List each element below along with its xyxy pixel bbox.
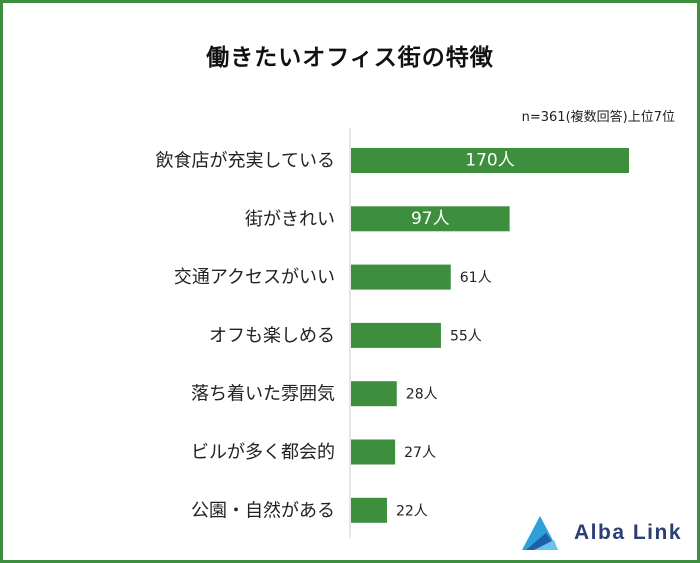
value-label: 55人 [450,328,482,344]
category-label: 街がきれい [245,209,335,230]
value-label: 97人 [411,209,450,229]
bar [351,381,397,407]
category-label: 落ち着いた雰囲気 [191,384,335,405]
category-label: 交通アクセスがいい [174,267,335,288]
bar [351,497,387,523]
alba-link-wordmark: Alba Link [574,521,683,544]
category-label: 公園・自然がある [191,500,335,521]
bar [351,148,629,173]
value-label: 61人 [460,270,492,286]
value-label: 170人 [465,151,514,171]
alba-link-logo-icon [522,516,558,550]
category-label: 飲食店が充実している [156,151,335,172]
category-label: ビルが多く都会的 [191,442,335,463]
bar [351,439,396,465]
value-label: 28人 [406,387,438,403]
category-label: オフも楽しめる [209,325,335,346]
bar [351,264,451,290]
chart-title: 働きたいオフィス街の特徴 [206,45,494,71]
sample-note: n=361(複数回答)上位7位 [521,110,675,125]
bar [351,206,510,232]
value-label: 22人 [396,503,428,519]
alba-link-logo: Alba Link [520,513,690,553]
value-label: 27人 [404,445,436,461]
bar [351,322,441,348]
